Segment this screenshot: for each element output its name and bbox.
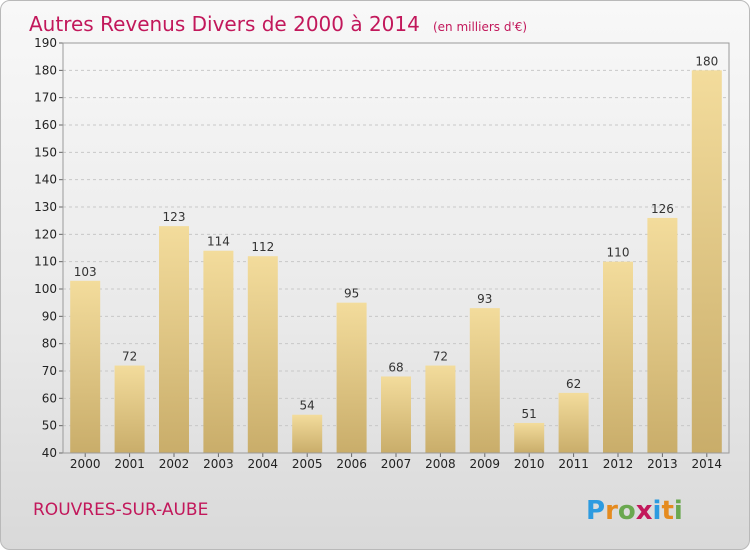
y-tick-label: 90 <box>42 309 57 323</box>
bar-value-label: 72 <box>122 350 137 364</box>
x-tick-label: 2007 <box>381 457 412 471</box>
y-tick-label: 130 <box>34 200 57 214</box>
bar-2001 <box>114 365 145 453</box>
bar-2010 <box>514 422 545 453</box>
bar-value-label: 72 <box>433 350 448 364</box>
bar-value-label: 114 <box>207 235 230 249</box>
x-tick-label: 2004 <box>248 457 279 471</box>
logo-letter: r <box>605 496 618 526</box>
logo-letter: t <box>661 496 673 526</box>
bar-value-label: 180 <box>695 54 718 68</box>
logo-letter: i <box>653 496 662 526</box>
x-tick-label: 2011 <box>558 457 589 471</box>
bar-value-label: 110 <box>607 246 630 260</box>
bar-2007 <box>381 376 411 453</box>
bar-2008 <box>425 365 456 453</box>
bar-2009 <box>469 308 500 453</box>
y-axis-ticks: 40 50 60 70 80 90 100 110 120 130 140 150 160 170 180 1… <box>34 36 63 460</box>
y-tick-label: 150 <box>34 145 57 159</box>
y-tick-label: 40 <box>42 446 57 460</box>
bar-2011 <box>558 392 589 453</box>
y-tick-label: 140 <box>34 173 57 187</box>
bars: 103 72 123 114 112 54 95 68 72 93 51 62 110 126 180 <box>70 54 722 453</box>
logo-letter: i <box>674 496 683 526</box>
y-tick-label: 50 <box>42 419 57 433</box>
bar-value-label: 103 <box>74 265 97 279</box>
bar-value-label: 112 <box>251 240 274 254</box>
x-tick-label: 2000 <box>70 457 101 471</box>
x-axis-ticks: 2000 2001 2002 2003 2004 2005 2006 2007 2008 2009… <box>70 453 722 471</box>
bar-2005 <box>292 414 323 453</box>
bar-2000 <box>70 280 101 453</box>
y-tick-label: 110 <box>34 255 57 269</box>
y-tick-label: 190 <box>34 36 57 50</box>
bar-2013 <box>647 217 678 453</box>
y-tick-label: 160 <box>34 118 57 132</box>
bar-value-label: 68 <box>388 360 403 374</box>
bar-value-label: 93 <box>477 292 492 306</box>
logo-letter: o <box>618 496 636 526</box>
chart-title: Autres Revenus Divers de 2000 à 2014 (en… <box>29 12 527 36</box>
y-tick-label: 120 <box>34 227 57 241</box>
plot-border <box>62 42 730 454</box>
bar-2004 <box>247 256 278 453</box>
bar-value-label: 51 <box>522 407 537 421</box>
x-tick-label: 2006 <box>336 457 367 471</box>
x-tick-label: 2010 <box>514 457 545 471</box>
x-tick-label: 2013 <box>647 457 678 471</box>
bar-value-label: 95 <box>344 287 359 301</box>
proxiti-logo: Proxiti <box>586 496 683 526</box>
y-tick-label: 70 <box>42 364 57 378</box>
bar-2014 <box>691 70 722 453</box>
x-tick-label: 2009 <box>470 457 501 471</box>
x-tick-label: 2002 <box>159 457 190 471</box>
bar-2012 <box>603 261 633 453</box>
y-tick-label: 100 <box>34 282 57 296</box>
location-label: ROUVRES-SUR-AUBE <box>33 500 208 520</box>
bar-2003 <box>203 250 234 453</box>
x-tick-label: 2012 <box>603 457 634 471</box>
y-tick-label: 170 <box>34 91 57 105</box>
logo-letter: x <box>636 496 653 526</box>
bar-value-label: 123 <box>163 210 186 224</box>
x-tick-label: 2008 <box>425 457 456 471</box>
logo-letter: P <box>586 496 605 526</box>
y-tick-label: 180 <box>34 63 57 77</box>
x-tick-label: 2001 <box>114 457 145 471</box>
x-tick-label: 2005 <box>292 457 323 471</box>
bar-value-label: 62 <box>566 377 581 391</box>
bar-value-label: 126 <box>651 202 674 216</box>
bar-2002 <box>159 226 189 453</box>
y-tick-label: 80 <box>42 337 57 351</box>
y-tick-label: 60 <box>42 391 57 405</box>
x-tick-label: 2014 <box>692 457 723 471</box>
x-tick-label: 2003 <box>203 457 234 471</box>
bar-value-label: 54 <box>300 399 315 413</box>
bar-2006 <box>336 302 367 453</box>
